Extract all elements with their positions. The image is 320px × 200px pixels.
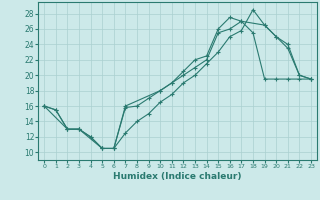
X-axis label: Humidex (Indice chaleur): Humidex (Indice chaleur) <box>113 172 242 181</box>
